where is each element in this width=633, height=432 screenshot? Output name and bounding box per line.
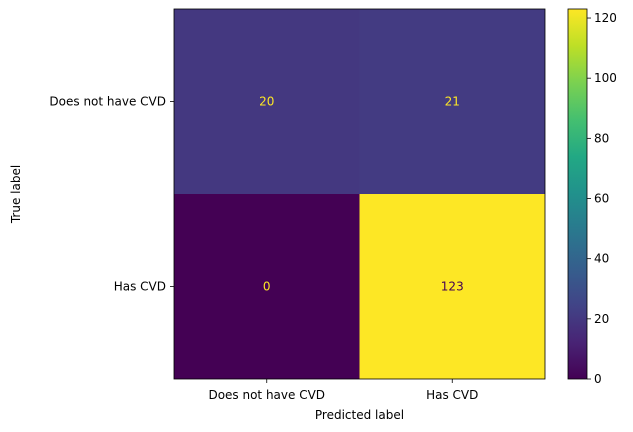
- colorbar-tick-label: 40: [594, 252, 609, 266]
- matrix-cell: [359, 194, 545, 379]
- colorbar-tick-label: 20: [594, 312, 609, 326]
- matrix-cell-labels: 20 21 0 123: [259, 95, 464, 294]
- matrix-cells: [174, 9, 545, 379]
- y-tick-label: Does not have CVD: [49, 95, 166, 109]
- y-axis-ticks: Does not have CVD Has CVD: [49, 95, 174, 294]
- colorbar-tick-label: 100: [594, 71, 617, 85]
- y-tick-label: Has CVD: [114, 280, 166, 294]
- cell-value-label: 123: [441, 280, 464, 294]
- colorbar-tick-label: 60: [594, 192, 609, 206]
- colorbar-tick-label: 0: [594, 372, 602, 386]
- matrix-frame: [173, 8, 546, 380]
- cell-value-label: 21: [445, 95, 460, 109]
- colorbar: [567, 8, 588, 380]
- x-tick-label: Does not have CVD: [208, 388, 325, 402]
- x-tick-label: Has CVD: [426, 388, 478, 402]
- colorbar-tick-label: 80: [594, 131, 609, 145]
- cell-value-label: 0: [263, 280, 271, 294]
- colorbar-ticks: 0 20 40 60 80 100 120: [587, 11, 617, 386]
- matrix-cell: [174, 9, 360, 194]
- x-axis-label: Predicted label: [315, 408, 404, 422]
- matrix-cell: [174, 194, 360, 379]
- x-axis-ticks: Does not have CVD Has CVD: [208, 379, 478, 402]
- cell-value-label: 20: [259, 95, 274, 109]
- matrix-cell: [359, 9, 545, 194]
- y-axis-label: True label: [9, 165, 23, 224]
- colorbar-tick-label: 120: [594, 11, 617, 25]
